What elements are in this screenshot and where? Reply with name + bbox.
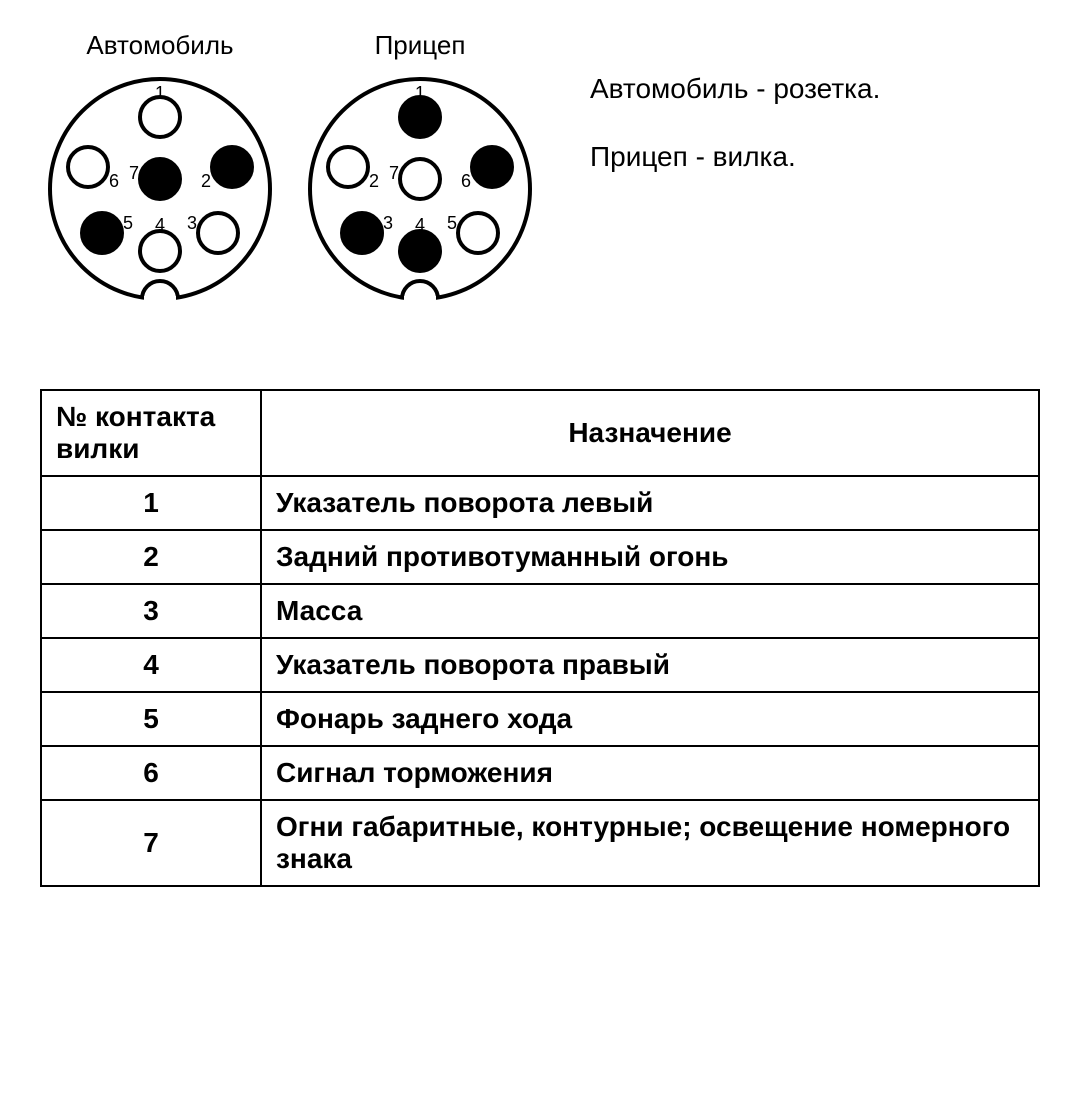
pin-label: 4 bbox=[415, 215, 425, 235]
pin-circle bbox=[328, 147, 368, 187]
top-section: Автомобиль 1672534 Прицеп 1276354 Автомо… bbox=[40, 30, 1040, 309]
pin-circle bbox=[458, 213, 498, 253]
header-description: Назначение bbox=[261, 390, 1039, 476]
trailer-connector-diagram: 1 27 6 3 5 4 bbox=[300, 69, 540, 309]
pin-circle bbox=[472, 147, 512, 187]
table-row: 2Задний противотуманный огонь bbox=[41, 530, 1039, 584]
contact-number: 7 bbox=[41, 800, 261, 886]
pin-label: 7 bbox=[129, 163, 139, 183]
pin-circle bbox=[140, 231, 180, 271]
connectors-group: Автомобиль 1672534 Прицеп 1276354 bbox=[40, 30, 540, 309]
pin-label: 2 bbox=[201, 171, 211, 191]
pin-circle bbox=[82, 213, 122, 253]
trailer-connector-title: Прицеп bbox=[375, 30, 466, 61]
pin-circle bbox=[400, 159, 440, 199]
trailer-connector: Прицеп 1 27 6 3 5 4 bbox=[300, 30, 540, 309]
pin-circle bbox=[400, 97, 440, 137]
contact-number: 4 bbox=[41, 638, 261, 692]
pinout-table: № контакта вилки Назначение 1Указатель п… bbox=[40, 389, 1040, 887]
header-contact-number: № контакта вилки bbox=[41, 390, 261, 476]
contact-number: 5 bbox=[41, 692, 261, 746]
side-text-line1: Автомобиль - розетка. bbox=[590, 65, 880, 113]
car-connector-title: Автомобиль bbox=[86, 30, 233, 61]
contact-description: Сигнал торможения bbox=[261, 746, 1039, 800]
table-row: 3Масса bbox=[41, 584, 1039, 638]
table-header-row: № контакта вилки Назначение bbox=[41, 390, 1039, 476]
pin-label: 5 bbox=[447, 213, 457, 233]
contact-description: Масса bbox=[261, 584, 1039, 638]
pin-circle bbox=[140, 159, 180, 199]
table-row: 6Сигнал торможения bbox=[41, 746, 1039, 800]
side-text-line2: Прицеп - вилка. bbox=[590, 133, 880, 181]
contact-number: 6 bbox=[41, 746, 261, 800]
pin-label: 1 bbox=[155, 83, 165, 103]
pin-label: 3 bbox=[187, 213, 197, 233]
side-text: Автомобиль - розетка. Прицеп - вилка. bbox=[590, 30, 880, 200]
pin-label: 1 bbox=[415, 83, 425, 103]
pin-label: 2 bbox=[369, 171, 379, 191]
pin-label: 4 bbox=[155, 215, 165, 235]
pin-circle bbox=[198, 213, 238, 253]
pin-circle bbox=[342, 213, 382, 253]
pin-label: 3 bbox=[383, 213, 393, 233]
pin-label: 6 bbox=[461, 171, 471, 191]
pin-label: 6 bbox=[109, 171, 119, 191]
contact-number: 3 bbox=[41, 584, 261, 638]
contact-number: 1 bbox=[41, 476, 261, 530]
contact-description: Указатель поворота правый bbox=[261, 638, 1039, 692]
car-connector-diagram: 1 67 2 5 3 4 bbox=[40, 69, 280, 309]
contact-description: Указатель поворота левый bbox=[261, 476, 1039, 530]
contact-description: Огни габаритные, контурные; освещение но… bbox=[261, 800, 1039, 886]
pin-label: 7 bbox=[389, 163, 399, 183]
table-row: 5Фонарь заднего хода bbox=[41, 692, 1039, 746]
pin-circle bbox=[212, 147, 252, 187]
pin-circle bbox=[140, 97, 180, 137]
contact-description: Фонарь заднего хода bbox=[261, 692, 1039, 746]
contact-number: 2 bbox=[41, 530, 261, 584]
table-row: 7Огни габаритные, контурные; освещение н… bbox=[41, 800, 1039, 886]
car-connector: Автомобиль 1 67 2 5 3 4 bbox=[40, 30, 280, 309]
table-row: 1Указатель поворота левый bbox=[41, 476, 1039, 530]
contact-description: Задний противотуманный огонь bbox=[261, 530, 1039, 584]
pin-label: 5 bbox=[123, 213, 133, 233]
pin-circle bbox=[400, 231, 440, 271]
table-row: 4Указатель поворота правый bbox=[41, 638, 1039, 692]
pin-circle bbox=[68, 147, 108, 187]
